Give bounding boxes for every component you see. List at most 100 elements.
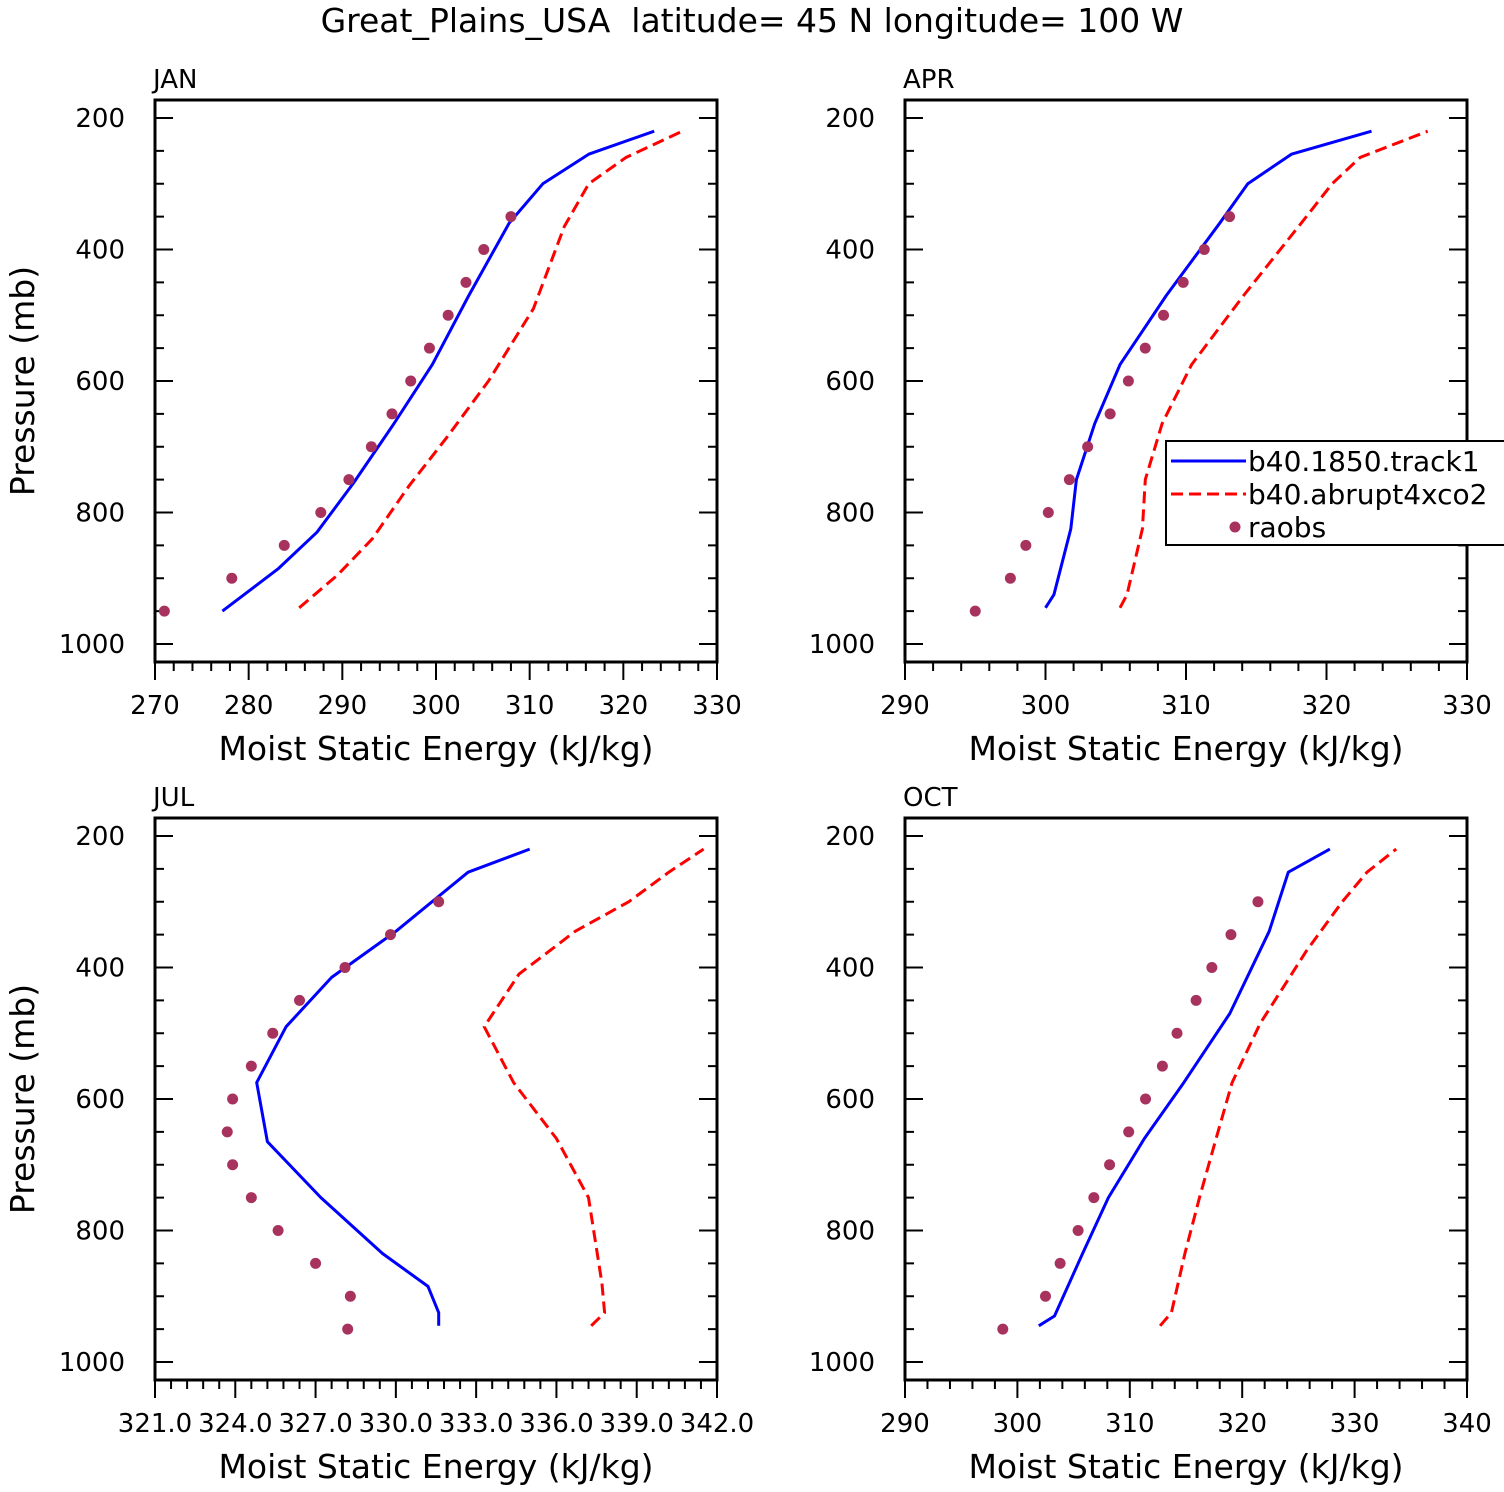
x-tick-label: 333.0 bbox=[439, 1409, 513, 1439]
raobs-point bbox=[1123, 1126, 1135, 1138]
raobs-point bbox=[226, 572, 238, 584]
legend-entry: b40.1850.track1 bbox=[1171, 445, 1480, 478]
y-tick-label: 400 bbox=[75, 954, 125, 984]
y-tick-label: 200 bbox=[75, 822, 125, 852]
series-1850-track1-line bbox=[255, 847, 531, 1326]
plot-frame bbox=[903, 816, 1469, 1382]
raobs-point bbox=[315, 507, 327, 518]
series-raobs bbox=[158, 211, 517, 617]
y-tick-label: 1000 bbox=[59, 630, 125, 660]
x-tick-label: 310 bbox=[1161, 691, 1211, 721]
raobs-point bbox=[1252, 896, 1264, 908]
raobs-point bbox=[339, 962, 351, 973]
raobs-point bbox=[997, 1323, 1009, 1335]
x-tick-label: 330.0 bbox=[359, 1409, 433, 1439]
y-tick-label: 800 bbox=[75, 499, 125, 529]
panel-label: JUL bbox=[151, 783, 195, 813]
series-abrupt4xco2-line bbox=[298, 129, 683, 609]
raobs-point bbox=[245, 1060, 257, 1072]
raobs-point bbox=[1104, 408, 1116, 420]
raobs-point bbox=[969, 605, 981, 617]
raobs-point bbox=[1206, 962, 1218, 973]
x-tick-label: 321.0 bbox=[118, 1409, 192, 1439]
raobs-point bbox=[1198, 244, 1210, 255]
series-raobs bbox=[221, 896, 445, 1335]
raobs-point bbox=[385, 929, 397, 941]
x-tick-label: 300 bbox=[1021, 691, 1071, 721]
series-1850-track1-line bbox=[221, 129, 655, 613]
plot-frame bbox=[903, 98, 1469, 664]
raobs-point bbox=[1004, 572, 1016, 584]
raobs-point bbox=[221, 1126, 233, 1138]
y-tick-label: 200 bbox=[825, 822, 875, 852]
raobs-point bbox=[460, 276, 472, 288]
x-tick-label: 340 bbox=[1442, 1409, 1492, 1439]
y-axis-label: Pressure (mb) bbox=[3, 984, 42, 1214]
x-axis-label: Moist Static Energy (kJ/kg) bbox=[218, 729, 653, 768]
raobs-point bbox=[1104, 1159, 1116, 1171]
legend-marker-dot bbox=[1229, 521, 1241, 533]
series-abrupt4xco2-line bbox=[1118, 129, 1429, 609]
raobs-point bbox=[1190, 994, 1202, 1006]
raobs-point bbox=[272, 1225, 284, 1236]
x-tick-label: 300 bbox=[993, 1409, 1043, 1439]
plot-frame bbox=[153, 98, 719, 664]
x-axis-label: Moist Static Energy (kJ/kg) bbox=[968, 1447, 1403, 1486]
y-tick-label: 600 bbox=[825, 1085, 875, 1115]
panel-jan: JAN 200 400 600 800 1000 270 280 290 300 310 320 330… bbox=[3, 65, 742, 768]
y-axis-label: Pressure (mb) bbox=[3, 266, 42, 496]
raobs-point bbox=[294, 994, 306, 1006]
raobs-point bbox=[1158, 309, 1170, 321]
panels: JAN 200 400 600 800 1000 270 280 290 300 310 320 330… bbox=[3, 65, 1492, 1486]
raobs-point bbox=[1088, 1192, 1100, 1204]
raobs-point bbox=[245, 1192, 257, 1204]
raobs-point bbox=[365, 441, 377, 453]
x-tick-label: 290 bbox=[880, 691, 930, 721]
legend-label: raobs bbox=[1248, 511, 1326, 544]
x-tick-label: 330 bbox=[1330, 1409, 1380, 1439]
x-axis-label: Moist Static Energy (kJ/kg) bbox=[968, 729, 1403, 768]
y-tick-label: 600 bbox=[75, 1085, 125, 1115]
x-tick-label: 330 bbox=[692, 691, 742, 721]
series-abrupt4xco2-line bbox=[482, 847, 705, 1327]
y-tick-label: 400 bbox=[825, 236, 875, 266]
y-tick-label: 200 bbox=[825, 104, 875, 134]
raobs-point bbox=[1140, 1093, 1152, 1105]
legend-entry: b40.abrupt4xco2 bbox=[1171, 478, 1487, 511]
panel-oct: OCT 200 400 600 800 1000 290 300 310 320 330 340 Moi… bbox=[809, 783, 1492, 1486]
panel-label: OCT bbox=[903, 783, 958, 813]
raobs-point bbox=[1072, 1225, 1084, 1236]
raobs-point bbox=[505, 211, 517, 223]
x-tick-label: 336.0 bbox=[519, 1409, 593, 1439]
series-1850-track1-line bbox=[1044, 129, 1372, 609]
raobs-point bbox=[342, 1323, 354, 1335]
y-tick-label: 600 bbox=[75, 367, 125, 397]
x-tick-label: 330 bbox=[1442, 691, 1492, 721]
x-tick-label: 320 bbox=[599, 691, 649, 721]
figure-title: Great_Plains_USA latitude= 45 N longitud… bbox=[321, 1, 1184, 40]
raobs-point bbox=[1054, 1257, 1066, 1269]
raobs-point bbox=[227, 1159, 239, 1171]
y-tick-label: 400 bbox=[75, 236, 125, 266]
raobs-point bbox=[433, 896, 445, 908]
raobs-point bbox=[1040, 1290, 1051, 1302]
raobs-point bbox=[344, 1290, 356, 1302]
x-tick-label: 342.0 bbox=[680, 1409, 754, 1439]
raobs-point bbox=[386, 408, 398, 420]
raobs-point bbox=[158, 605, 170, 617]
y-tick-label: 1000 bbox=[809, 1348, 875, 1378]
raobs-point bbox=[405, 375, 417, 387]
x-tick-label: 320 bbox=[1217, 1409, 1267, 1439]
x-tick-label: 310 bbox=[505, 691, 555, 721]
x-tick-label: 310 bbox=[1105, 1409, 1155, 1439]
y-tick-label: 800 bbox=[825, 499, 875, 529]
x-tick-label: 300 bbox=[411, 691, 461, 721]
y-tick-label: 400 bbox=[825, 954, 875, 984]
y-tick-label: 1000 bbox=[59, 1348, 125, 1378]
raobs-point bbox=[1082, 441, 1094, 453]
x-tick-label: 280 bbox=[224, 691, 274, 721]
panel-label: JAN bbox=[151, 65, 197, 95]
raobs-point bbox=[1139, 342, 1151, 354]
